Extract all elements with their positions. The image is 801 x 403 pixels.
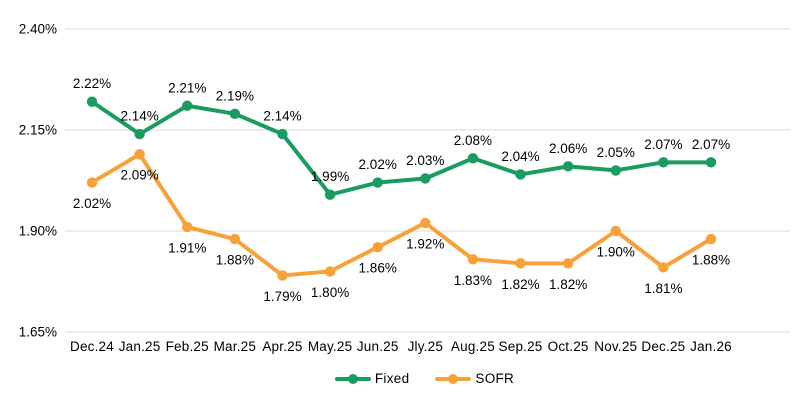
fixed-data-label: 2.19% (216, 88, 254, 103)
fixed-data-label: 2.22% (73, 76, 111, 91)
x-axis-label: Feb.25 (166, 339, 209, 354)
fixed-point (610, 165, 621, 176)
fixed-data-label: 2.14% (120, 109, 158, 124)
x-axis-label: Mar.25 (214, 339, 256, 354)
x-axis-label: May.25 (308, 339, 352, 354)
fixed-data-label: 2.02% (359, 157, 397, 172)
fixed-point (705, 157, 717, 168)
sofr-data-label: 1.88% (216, 253, 254, 268)
sofr-point (610, 225, 621, 237)
x-axis-label: Dec.24 (70, 339, 114, 354)
fixed-data-label: 2.05% (597, 145, 635, 160)
legend-dot-sofr (448, 373, 459, 384)
y-axis-tick-label: 2.40% (19, 22, 57, 37)
fixed-line (90, 99, 713, 197)
fixed-data-label: 2.07% (692, 137, 730, 152)
x-axis-label: Jly.25 (408, 339, 443, 354)
fixed-data-label: 2.06% (549, 141, 587, 156)
fixed-data-label: 2.21% (168, 80, 206, 95)
fixed-point (324, 189, 336, 200)
sofr-data-label: 1.79% (263, 289, 301, 304)
sofr-data-label: 1.82% (501, 277, 539, 292)
x-axis-label: Jun.25 (357, 339, 399, 354)
sofr-line (90, 152, 713, 278)
sofr-point (229, 233, 241, 245)
fixed-data-label: 2.07% (644, 137, 682, 152)
y-axis-tick-label: 2.15% (19, 123, 57, 138)
legend-label-sofr: SOFR (475, 371, 515, 386)
fixed-point (229, 108, 241, 120)
sofr-data-label: 1.92% (406, 236, 444, 251)
sofr-point (86, 177, 98, 188)
x-axis-label: Sep.25 (499, 339, 543, 354)
sofr-point (324, 266, 336, 277)
legend-item-sofr: SOFR (435, 371, 514, 386)
legend-label-fixed: Fixed (374, 371, 410, 386)
fixed-data-label: 2.08% (454, 133, 492, 148)
sofr-data-label: 1.90% (597, 245, 635, 260)
sofr-point (658, 262, 669, 273)
fixed-point (562, 161, 574, 172)
x-axis-label: Jan.25 (119, 339, 161, 354)
x-axis-label: Nov.25 (594, 339, 637, 354)
fixed-data-label: 2.14% (263, 109, 301, 124)
sofr-point (182, 221, 193, 233)
sofr-point (562, 258, 574, 269)
fixed-point (515, 169, 526, 180)
fixed-data-label: 2.04% (501, 149, 539, 164)
sofr-data-label: 1.91% (168, 240, 206, 255)
fixed-point (658, 157, 669, 168)
fixed-point (372, 177, 383, 188)
sofr-data-label: 2.02% (73, 196, 111, 211)
x-axis-label: Aug.25 (451, 339, 495, 354)
sofr-point (134, 149, 145, 160)
legend-dot-fixed (347, 373, 358, 384)
sofr-data-label: 1.88% (692, 253, 730, 268)
fixed-point (277, 128, 288, 140)
legend-item-fixed: Fixed (334, 371, 410, 386)
fixed-data-label: 1.99% (311, 169, 349, 184)
sofr-data-label: 2.09% (120, 168, 158, 183)
sofr-data-label: 1.80% (311, 285, 349, 300)
fixed-point (467, 153, 479, 164)
sofr-point (277, 270, 288, 281)
sofr-data-label: 1.81% (644, 281, 682, 296)
y-axis-tick-label: 1.90% (19, 224, 57, 239)
fixed-point (420, 173, 431, 184)
fixed-point (86, 96, 98, 107)
x-axis-label: Jan.26 (690, 339, 732, 354)
y-axis-tick-label: 1.65% (19, 325, 57, 340)
sofr-data-label: 1.83% (454, 273, 492, 288)
legend-marker-sofr-icon (435, 373, 472, 384)
chart-legend: Fixed SOFR (24, 371, 801, 386)
fixed-data-label: 2.03% (406, 153, 444, 168)
x-axis-label: Oct.25 (548, 339, 589, 354)
x-axis-label: Apr.25 (262, 339, 302, 354)
sofr-point (420, 217, 431, 229)
fixed-point (134, 128, 145, 140)
sofr-point (515, 258, 526, 269)
fixed-point (182, 100, 193, 111)
sofr-data-label: 1.86% (359, 261, 397, 276)
x-axis-label: Dec.25 (641, 339, 685, 354)
legend-marker-fixed-icon (334, 373, 371, 384)
sofr-point (705, 233, 717, 245)
sofr-point (467, 254, 479, 265)
sofr-data-label: 1.82% (549, 277, 587, 292)
sofr-point (372, 241, 383, 253)
